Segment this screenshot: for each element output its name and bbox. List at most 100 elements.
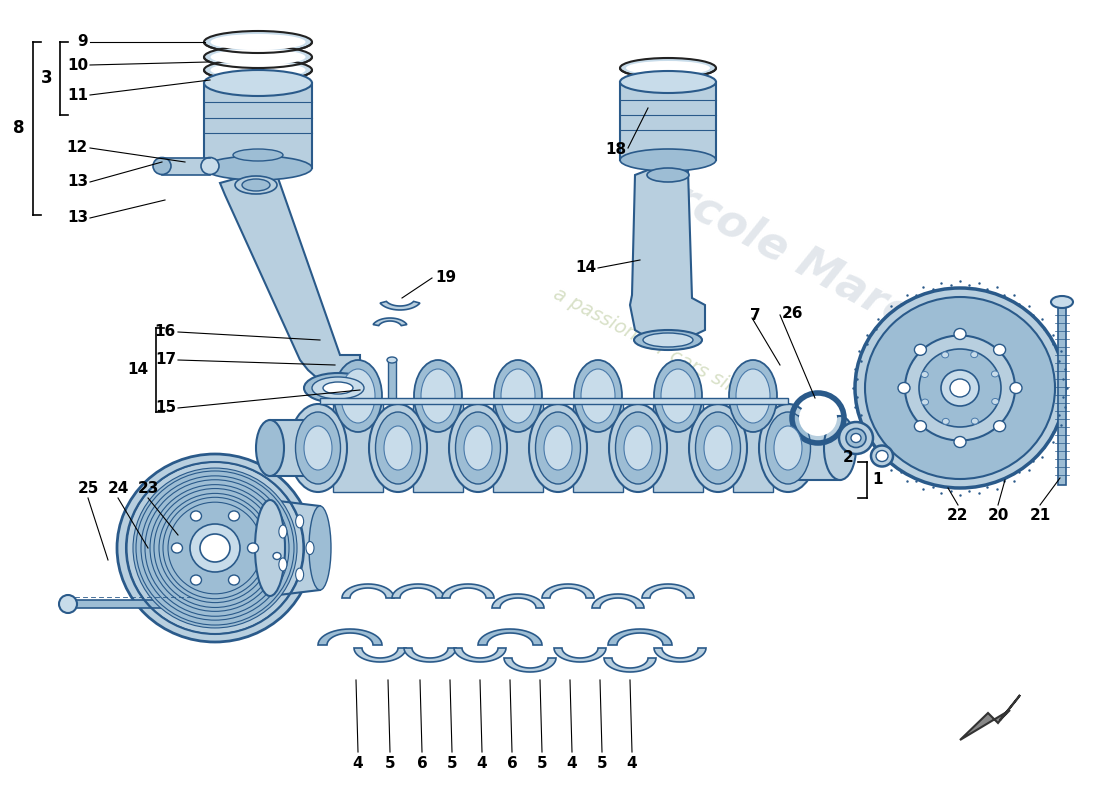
Ellipse shape (954, 437, 966, 447)
Ellipse shape (855, 288, 1065, 488)
Text: 6: 6 (507, 756, 517, 771)
Ellipse shape (992, 398, 999, 405)
Ellipse shape (736, 369, 770, 423)
Ellipse shape (421, 369, 455, 423)
Ellipse shape (661, 369, 695, 423)
Text: 26: 26 (782, 306, 803, 321)
Text: 13: 13 (67, 210, 88, 226)
Text: 4: 4 (627, 756, 637, 771)
Polygon shape (592, 594, 644, 608)
Ellipse shape (368, 404, 427, 492)
Polygon shape (392, 584, 444, 598)
Ellipse shape (544, 426, 572, 470)
Polygon shape (654, 648, 706, 662)
Ellipse shape (229, 511, 240, 521)
Text: 12: 12 (67, 141, 88, 155)
Ellipse shape (626, 61, 710, 75)
Ellipse shape (581, 369, 615, 423)
Ellipse shape (799, 400, 837, 436)
Text: 9: 9 (77, 34, 88, 50)
Ellipse shape (993, 344, 1005, 355)
Ellipse shape (729, 360, 777, 432)
Polygon shape (788, 416, 840, 480)
Ellipse shape (296, 412, 341, 484)
Ellipse shape (839, 422, 873, 454)
Polygon shape (381, 302, 420, 310)
Text: 10: 10 (67, 58, 88, 73)
Ellipse shape (616, 412, 660, 484)
Ellipse shape (824, 416, 856, 480)
Ellipse shape (950, 379, 970, 397)
Text: a passion for cars since 1895: a passion for cars since 1895 (550, 285, 811, 435)
Ellipse shape (494, 360, 542, 432)
Polygon shape (270, 500, 320, 596)
Text: 2: 2 (844, 450, 854, 466)
Ellipse shape (210, 49, 306, 65)
Text: 4: 4 (566, 756, 578, 771)
Text: 13: 13 (67, 174, 88, 190)
Text: 4: 4 (476, 756, 487, 771)
Ellipse shape (624, 426, 652, 470)
Polygon shape (542, 584, 594, 598)
Ellipse shape (455, 412, 500, 484)
Polygon shape (333, 404, 383, 492)
Ellipse shape (279, 525, 287, 538)
Ellipse shape (620, 58, 716, 78)
Text: 7: 7 (750, 309, 760, 323)
Ellipse shape (634, 330, 702, 350)
Polygon shape (270, 420, 318, 476)
Polygon shape (642, 584, 694, 598)
Polygon shape (493, 404, 543, 492)
Ellipse shape (1010, 382, 1022, 394)
Polygon shape (442, 584, 494, 598)
Ellipse shape (273, 553, 280, 559)
Polygon shape (318, 629, 382, 645)
Polygon shape (620, 82, 716, 160)
Polygon shape (608, 629, 672, 645)
Text: 3: 3 (41, 69, 52, 87)
Ellipse shape (201, 158, 219, 174)
Text: 24: 24 (108, 481, 129, 496)
Ellipse shape (644, 333, 693, 347)
Ellipse shape (954, 329, 966, 339)
Ellipse shape (993, 421, 1005, 432)
Ellipse shape (204, 59, 312, 81)
Ellipse shape (695, 412, 740, 484)
Ellipse shape (464, 426, 492, 470)
Ellipse shape (574, 360, 622, 432)
Ellipse shape (943, 418, 949, 424)
Text: Ercole Marelli: Ercole Marelli (639, 161, 961, 359)
Ellipse shape (160, 494, 271, 602)
Ellipse shape (150, 485, 280, 611)
Ellipse shape (296, 568, 304, 581)
Ellipse shape (341, 369, 375, 423)
Text: 8: 8 (13, 119, 25, 137)
Polygon shape (653, 404, 703, 492)
Ellipse shape (204, 46, 312, 68)
Ellipse shape (210, 34, 306, 50)
Ellipse shape (204, 156, 312, 180)
Ellipse shape (500, 369, 535, 423)
Text: 18: 18 (605, 142, 626, 158)
Ellipse shape (289, 404, 346, 492)
Ellipse shape (766, 412, 811, 484)
Text: 5: 5 (447, 756, 458, 771)
Polygon shape (492, 594, 544, 608)
Ellipse shape (229, 575, 240, 585)
Ellipse shape (689, 404, 747, 492)
Ellipse shape (384, 426, 412, 470)
Ellipse shape (704, 426, 732, 470)
Ellipse shape (204, 31, 312, 53)
Ellipse shape (312, 377, 364, 399)
Text: 14: 14 (575, 261, 596, 275)
Polygon shape (342, 584, 394, 598)
Ellipse shape (905, 335, 1015, 441)
Ellipse shape (942, 352, 948, 358)
Ellipse shape (449, 404, 507, 492)
Ellipse shape (970, 352, 978, 358)
Ellipse shape (865, 297, 1055, 479)
Ellipse shape (210, 62, 306, 78)
Ellipse shape (609, 404, 667, 492)
Ellipse shape (306, 542, 313, 554)
Ellipse shape (190, 524, 240, 572)
